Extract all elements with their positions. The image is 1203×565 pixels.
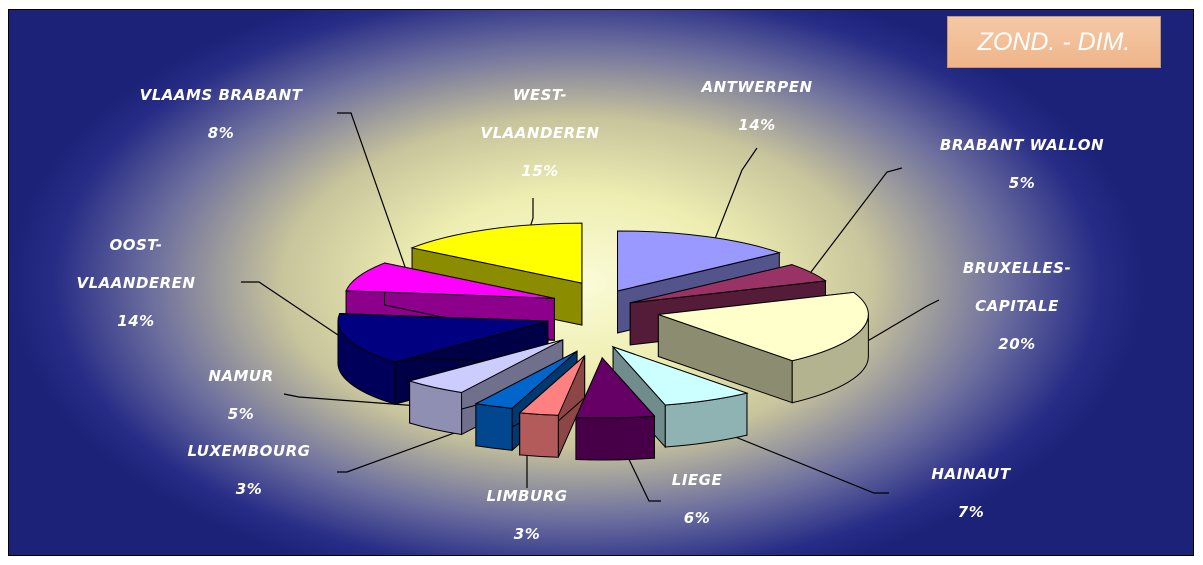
- slice-label-brabant-wallon: BRABANT WALLON 5%: [940, 136, 1104, 192]
- leader-line-vlaams-brabant: [337, 112, 418, 302]
- pie-slice-liege: [575, 356, 656, 461]
- pie-slice-limburg: [518, 354, 586, 458]
- slice-name-vlaams-brabant: VLAAMS BRABANT: [140, 86, 304, 104]
- slice-label-west-vlaanderen: WEST- VLAANDEREN 15%: [481, 86, 600, 180]
- slice-name-oost-vlaanderen: OOST-: [109, 236, 162, 254]
- slice-label-vlaams-brabant: VLAAMS BRABANT 8%: [140, 86, 304, 142]
- day-range-badge: ZOND. - DIM.: [947, 16, 1161, 68]
- slice-label-hainaut: HAINAUT 7%: [931, 465, 1011, 521]
- slice-percent-namur: 5%: [228, 405, 254, 423]
- slice-label-bruxelles-capitale: BRUXELLES- CAPITALE 20%: [963, 259, 1071, 353]
- slice-percent-antwerpen: 14%: [738, 116, 775, 134]
- slice-name-west-vlaanderen: WEST-: [513, 86, 567, 104]
- slice-percent-luxembourg: 3%: [236, 480, 262, 498]
- slice-name-brabant-wallon: BRABANT WALLON: [940, 136, 1104, 154]
- slice-percent-bruxelles-capitale: 20%: [998, 335, 1035, 353]
- pie-slice-bruxelles-capitale: [657, 291, 869, 404]
- slice-name-namur: NAMUR: [208, 367, 273, 385]
- slice-percent-oost-vlaanderen: 14%: [117, 312, 154, 330]
- pie-chart: ANTWERPEN 14% BRABANT WALLON 5% BRUXELLES- CA…: [77, 78, 1104, 543]
- slice-label-limburg: LIMBURG 3%: [486, 487, 567, 543]
- slice-label-antwerpen: ANTWERPEN 14%: [700, 78, 812, 134]
- chart-frame: ANTWERPEN 14% BRABANT WALLON 5% BRUXELLES- CA…: [8, 9, 1194, 556]
- leader-line-brabant-wallon: [791, 167, 903, 298]
- leader-line-hainaut: [680, 414, 889, 494]
- slice-percent-west-vlaanderen: 15%: [521, 162, 558, 180]
- slice-percent-hainaut: 7%: [958, 503, 984, 521]
- slice-name-luxembourg: LUXEMBOURG: [188, 442, 311, 460]
- slice-label-liege: LIEGE 6%: [672, 471, 723, 527]
- slice-name-west-vlaanderen: VLAANDEREN: [481, 124, 600, 142]
- slice-name-hainaut: HAINAUT: [931, 465, 1011, 483]
- slice-name-oost-vlaanderen: VLAANDEREN: [77, 274, 196, 292]
- leader-lines: [241, 112, 940, 502]
- slice-percent-vlaams-brabant: 8%: [208, 124, 234, 142]
- pie-slices: [337, 222, 869, 461]
- slice-name-bruxelles-capitale: CAPITALE: [975, 297, 1059, 315]
- slice-name-liege: LIEGE: [672, 471, 723, 489]
- slice-percent-brabant-wallon: 5%: [1009, 174, 1035, 192]
- slice-name-antwerpen: ANTWERPEN: [700, 78, 812, 96]
- slice-name-limburg: LIMBURG: [486, 487, 567, 505]
- slice-percent-limburg: 3%: [514, 525, 540, 543]
- slice-label-namur: NAMUR 5%: [208, 367, 273, 423]
- slice-label-oost-vlaanderen: OOST- VLAANDEREN 14%: [77, 236, 196, 330]
- slice-name-bruxelles-capitale: BRUXELLES-: [963, 259, 1071, 277]
- slice-label-luxembourg: LUXEMBOURG 3%: [188, 442, 311, 498]
- slice-labels: ANTWERPEN 14% BRABANT WALLON 5% BRUXELLES- CA…: [77, 78, 1104, 543]
- pie-slice-hainaut: [611, 345, 749, 449]
- slice-percent-liege: 6%: [684, 509, 710, 527]
